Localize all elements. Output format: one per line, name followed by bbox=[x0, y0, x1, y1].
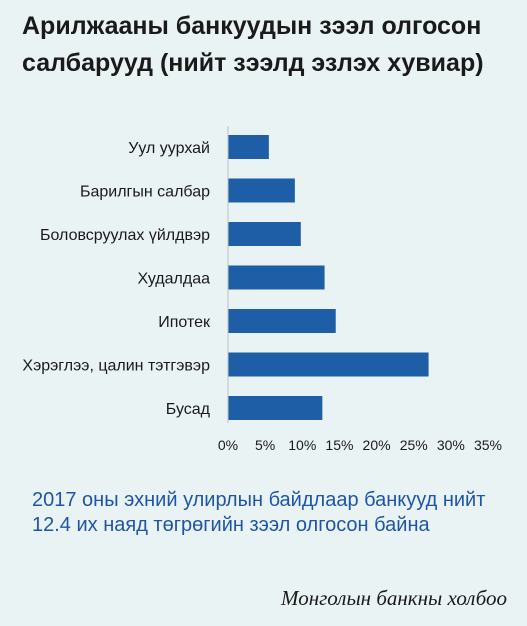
x-tick-label: 10% bbox=[288, 437, 316, 453]
category-label: Уул уурхай bbox=[128, 140, 210, 157]
bar bbox=[228, 222, 301, 246]
bar bbox=[228, 135, 269, 159]
bar bbox=[228, 178, 295, 203]
x-tick-label: 30% bbox=[437, 437, 465, 453]
bar-chart: Уул уурхай Барилгын салбар Боловсруулах үй… bbox=[22, 126, 502, 453]
bar bbox=[228, 309, 336, 333]
x-tick-label: 20% bbox=[363, 437, 391, 453]
category-label: Бусад bbox=[166, 401, 211, 418]
category-labels: Уул уурхай Барилгын салбар Боловсруулах үй… bbox=[22, 140, 211, 418]
bar bbox=[228, 396, 323, 420]
x-tick-label: 25% bbox=[400, 437, 428, 453]
category-label: Боловсруулах үйлдвэр bbox=[40, 227, 210, 244]
x-tick-label: 0% bbox=[218, 437, 238, 453]
x-tick-label: 15% bbox=[325, 437, 353, 453]
x-tick-labels: 0% 5% 10% 15% 20% 25% 30% 35% bbox=[218, 437, 502, 453]
bars bbox=[228, 135, 429, 420]
source-credit: Монголын банкны холбоо bbox=[281, 586, 507, 610]
summary-note: 2017 оны эхний улирлын байдлаар банкууд … bbox=[32, 489, 486, 536]
category-label: Худалдаа bbox=[138, 271, 211, 288]
x-tick-label: 5% bbox=[255, 437, 275, 453]
category-label: Хэрэглээ, цалин тэтгэвэр bbox=[22, 358, 210, 375]
category-label: Ипотек bbox=[158, 314, 211, 331]
chart-title: Арилжааны банкуудын зээл олгосон салбару… bbox=[22, 12, 484, 77]
category-label: Барилгын салбар bbox=[80, 184, 210, 201]
bar bbox=[228, 265, 325, 290]
bar bbox=[228, 352, 429, 377]
x-tick-label: 35% bbox=[474, 437, 502, 453]
